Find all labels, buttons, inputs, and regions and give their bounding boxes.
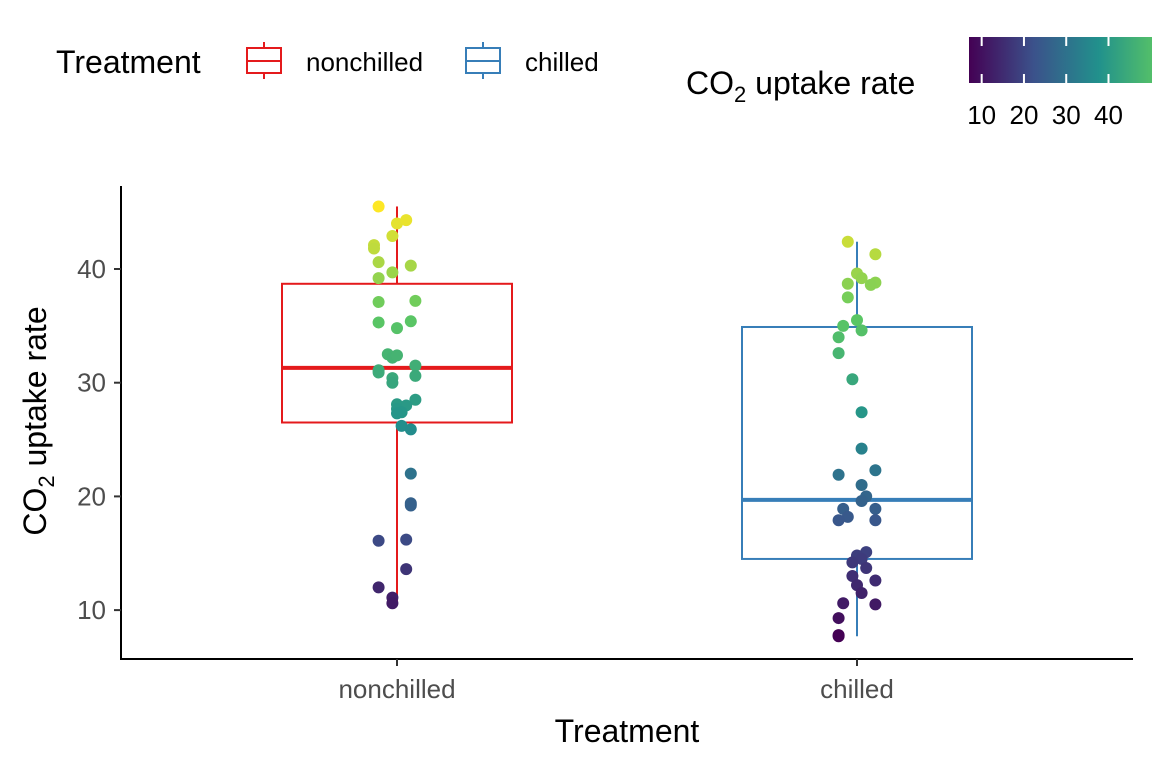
color-bar-tick-label: 20 — [1009, 100, 1038, 130]
data-point — [404, 423, 417, 436]
legend-key-chilled — [465, 42, 501, 79]
data-point — [855, 324, 868, 337]
color-bar-tick-label: 30 — [1052, 100, 1081, 130]
y-tick-label: 40 — [77, 254, 106, 284]
treatment-legend-title: Treatment — [56, 44, 201, 80]
data-point — [855, 442, 868, 455]
y-axis-title: CO2 uptake rate — [17, 306, 59, 535]
x-tick-label-nonchilled: nonchilled — [338, 674, 455, 704]
data-point — [841, 277, 854, 290]
x-tick-label-chilled: chilled — [820, 674, 894, 704]
points-nonchilled — [368, 200, 422, 610]
data-point — [372, 366, 385, 379]
plot-panel — [281, 200, 973, 643]
data-point — [372, 272, 385, 285]
color-bar-tick-label: 10 — [967, 100, 996, 130]
data-point — [404, 467, 417, 480]
data-point — [391, 349, 403, 362]
data-point — [372, 316, 385, 329]
y-tick-label: 20 — [77, 481, 106, 511]
data-point — [855, 406, 868, 419]
data-point — [386, 376, 399, 389]
data-point — [846, 373, 859, 386]
x-axis-ticks: nonchilled chilled — [338, 659, 894, 704]
data-point — [832, 468, 845, 481]
color-bar-tick-label: 40 — [1094, 100, 1123, 130]
data-point — [404, 499, 417, 512]
data-point — [372, 200, 385, 213]
data-point — [846, 569, 859, 582]
legend-label-nonchilled: nonchilled — [306, 47, 423, 77]
color-legend: CO2 uptake rate 10 20 30 40 — [686, 37, 1152, 130]
color-legend-title: CO2 uptake rate — [686, 65, 915, 107]
data-point — [372, 256, 385, 269]
data-point — [837, 597, 850, 610]
box-chilled — [741, 241, 973, 637]
x-axis-title: Treatment — [555, 713, 700, 749]
color-bar — [969, 37, 1152, 83]
legend-key-nonchilled — [246, 42, 282, 79]
data-point — [869, 464, 882, 477]
data-point — [400, 563, 413, 576]
data-point — [846, 556, 859, 569]
data-point — [869, 598, 882, 611]
data-point — [409, 393, 422, 406]
data-point — [391, 407, 403, 420]
data-point — [841, 235, 854, 248]
data-point — [409, 359, 422, 372]
data-point — [372, 295, 385, 308]
data-point — [869, 574, 882, 587]
box-body-chilled — [741, 325, 973, 560]
data-point — [372, 581, 385, 594]
data-point — [837, 319, 850, 332]
data-point — [855, 272, 868, 285]
y-axis-ticks: 10 20 30 40 — [77, 254, 121, 625]
color-bar-ticks: 10 20 30 40 — [967, 37, 1123, 130]
data-point — [386, 230, 399, 243]
data-point — [855, 479, 868, 492]
data-point — [855, 587, 868, 600]
data-point — [368, 242, 380, 255]
data-point — [869, 248, 882, 261]
data-point — [869, 502, 882, 515]
data-point — [851, 314, 863, 327]
data-point — [832, 347, 845, 360]
data-point — [832, 612, 845, 625]
data-point — [400, 533, 413, 546]
legend-label-chilled: chilled — [525, 47, 599, 77]
treatment-legend: Treatment nonchilled chilled — [56, 42, 599, 80]
data-point — [404, 315, 417, 328]
data-point — [395, 419, 408, 432]
data-point — [832, 630, 845, 643]
data-point — [841, 510, 854, 523]
points-chilled — [832, 235, 882, 643]
data-point — [391, 322, 403, 335]
data-point — [372, 534, 385, 547]
data-point — [386, 597, 399, 610]
data-point — [404, 259, 417, 272]
data-point — [400, 214, 413, 227]
data-point — [832, 331, 845, 344]
data-point — [855, 552, 868, 565]
data-point — [391, 217, 403, 230]
data-point — [869, 514, 882, 527]
data-point — [386, 266, 399, 279]
data-point — [409, 294, 422, 307]
y-tick-label: 30 — [77, 368, 106, 398]
data-point — [409, 369, 422, 382]
data-point — [864, 278, 877, 291]
y-tick-label: 10 — [77, 595, 106, 625]
data-point — [841, 291, 854, 304]
data-point — [860, 562, 873, 575]
data-point — [832, 514, 845, 527]
data-point — [855, 494, 868, 507]
